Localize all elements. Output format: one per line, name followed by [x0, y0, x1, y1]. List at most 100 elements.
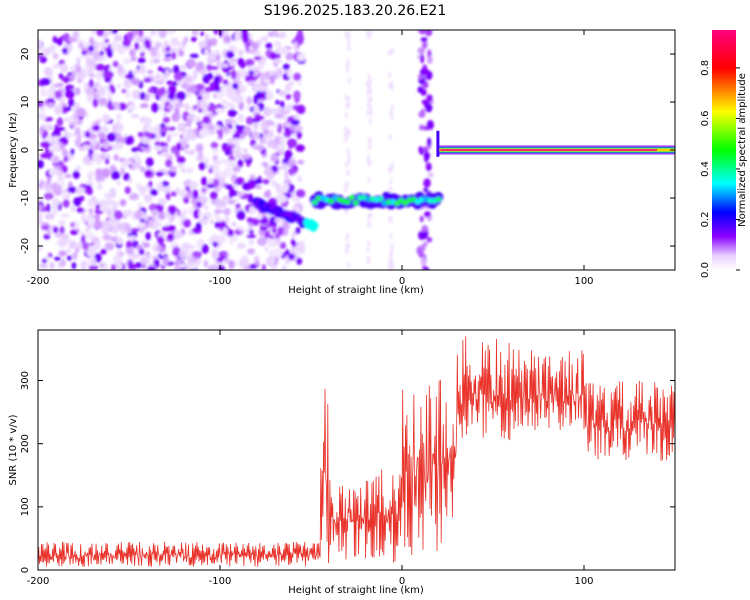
heatmap-cell — [211, 147, 219, 154]
heatmap-cell — [122, 58, 132, 65]
heatmap-cell — [95, 63, 105, 72]
heatmap-cell — [366, 154, 370, 161]
heatmap-cell — [232, 82, 239, 90]
snr-x-label: Height of straight line (km) — [288, 585, 424, 596]
heatmap-cell — [204, 48, 210, 56]
heatmap-cell — [147, 88, 154, 94]
heatmap-cell — [366, 258, 370, 265]
heatmap-cell — [310, 221, 319, 230]
heatmap-cell — [238, 258, 244, 269]
heatmap-cell — [41, 77, 51, 86]
heatmap-cell — [388, 260, 392, 267]
heatmap-cell — [184, 103, 190, 111]
heatmap-cell — [222, 195, 230, 201]
heatmap-cell — [96, 182, 103, 191]
heatmap-cell — [162, 112, 168, 118]
heatmap-cell — [203, 205, 209, 211]
heatmap-cell — [40, 87, 46, 97]
heatmap-cell — [422, 265, 427, 270]
heatmap-cell — [111, 30, 118, 35]
heatmap-cell — [166, 104, 174, 110]
heatmap-cell — [123, 79, 131, 87]
heatmap-cell — [240, 133, 245, 140]
heatmap-cell — [209, 37, 218, 46]
heatmap-cell — [130, 56, 137, 62]
heatmap-cell — [348, 195, 355, 201]
heatmap-cell — [88, 208, 94, 214]
heatmap-cell — [100, 45, 106, 51]
heatmap-cell — [63, 155, 69, 163]
heatmap-cell — [65, 193, 71, 199]
heatmap-cell — [190, 244, 195, 250]
heatmap-cell — [213, 30, 219, 35]
snr-y-label: SNR (10 * v/v) — [8, 414, 19, 485]
heatmap-cell — [74, 127, 81, 136]
heatmap-cell — [166, 225, 176, 232]
heatmap-cell — [216, 91, 223, 100]
heatmap-cell — [113, 34, 123, 42]
heatmap-cell — [423, 151, 430, 161]
y-tick-label: -10 — [20, 190, 31, 206]
y-tick-label: -20 — [20, 238, 31, 254]
heatmap-cell — [112, 225, 118, 233]
heatmap-cell — [169, 206, 176, 216]
heatmap-cell — [91, 152, 101, 162]
heatmap-cell — [91, 30, 97, 34]
heatmap-cell — [86, 171, 96, 178]
heatmap-cell — [210, 66, 219, 71]
heatmap-cell — [139, 92, 146, 100]
chart-title: S196.2025.183.20.26.E21 — [264, 3, 447, 19]
heatmap-cell — [94, 253, 102, 263]
heatmap-cell — [43, 192, 54, 200]
heatmap-cell — [112, 60, 119, 68]
heatmap-cell — [390, 242, 394, 249]
heatmap-cell — [66, 248, 72, 254]
heatmap-cell — [194, 116, 201, 123]
heatmap-cell — [255, 184, 262, 190]
heatmap-cell — [94, 120, 100, 126]
heatmap-cell — [137, 35, 144, 43]
heatmap-cell — [173, 230, 184, 239]
heatmap-cell — [249, 174, 256, 179]
colorbar-tick-label: 0.6 — [700, 110, 711, 126]
x-tick-label: -200 — [27, 576, 50, 587]
heatmap-cell — [223, 167, 232, 177]
x-tick-label: 100 — [574, 276, 593, 287]
heatmap-cell — [246, 234, 256, 239]
heatmap-cell — [427, 172, 434, 178]
heatmap-cell — [423, 187, 429, 193]
heatmap-cell — [199, 99, 208, 110]
heatmap-cell — [366, 90, 370, 97]
heatmap-cell — [269, 52, 278, 60]
y-tick-label: 100 — [20, 497, 31, 516]
heatmap-cell — [95, 168, 103, 178]
heatmap-cell — [77, 71, 86, 80]
heatmap-cell — [81, 213, 86, 223]
heatmap-cell — [419, 215, 424, 223]
line-onset — [436, 130, 440, 157]
heatmap-cell — [295, 189, 306, 198]
heatmap-cell — [57, 238, 68, 248]
heatmap-cell — [70, 65, 77, 71]
snr-x-ticks: -200 -100 0 100 — [27, 330, 594, 587]
heatmap-cell — [155, 88, 165, 97]
heatmap-cell — [234, 151, 242, 159]
heatmap-cell — [46, 203, 51, 213]
heatmap-cell — [176, 142, 182, 151]
heatmap-cell — [208, 55, 217, 62]
heatmap-cell — [134, 210, 143, 220]
heatmap-cell — [367, 177, 371, 184]
heatmap-cell — [273, 41, 282, 46]
heatmap-cell — [367, 144, 371, 151]
heatmap-cell — [293, 90, 301, 101]
heatmap-cell — [195, 222, 202, 231]
heatmap-cell — [178, 263, 187, 268]
heatmap-cell — [426, 236, 433, 243]
heatmap-cell — [235, 177, 245, 185]
heatmap-cell — [128, 253, 138, 259]
heatmap-cell — [346, 30, 350, 37]
heatmap-cell — [346, 169, 350, 176]
heatmap-cell — [288, 81, 295, 86]
heatmap-cell — [147, 69, 154, 75]
heatmap-cell — [275, 232, 280, 239]
